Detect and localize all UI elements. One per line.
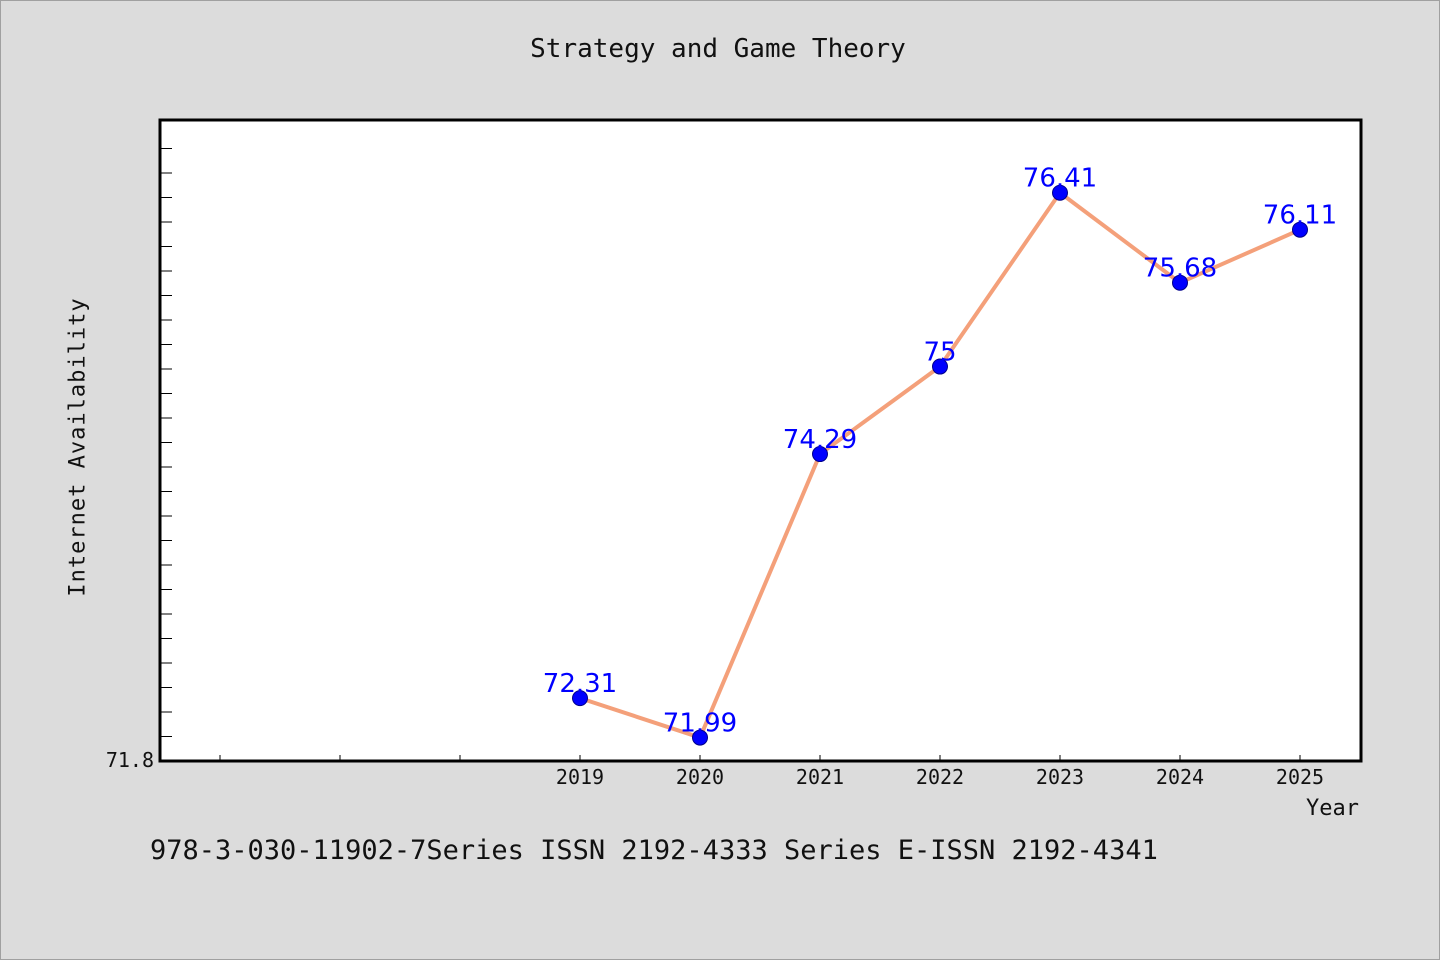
series-markers [572,184,1308,746]
data-label: 76.41 [1023,164,1097,194]
data-label: 74.29 [783,425,857,455]
plot-area [158,118,1363,763]
x-tick-label: 2019 [556,765,604,789]
y-tick-label: 71.8 [106,748,154,772]
x-tick-label: 2021 [796,765,844,789]
data-point-marker [692,729,708,746]
chart-title: Strategy and Game Theory [530,34,906,64]
x-tick-label: 2020 [676,765,724,789]
data-label: 75 [923,338,956,368]
x-tick-label: 2024 [1156,765,1204,789]
data-point-marker [932,358,948,375]
data-point-marker [1052,184,1068,201]
data-labels: 72.31 71.99 74.29 75 76.41 75.68 76.11 [543,164,1337,739]
data-label: 72.31 [543,669,617,699]
data-point-marker [1292,221,1308,238]
data-point-marker [812,446,828,463]
data-label: 71.99 [663,709,737,739]
x-tick-label: 2022 [916,765,964,789]
x-axis-ticks: 2019 2020 2021 2022 2023 2024 2025 [219,755,1324,789]
data-point-marker [572,690,588,707]
y-minor-ticks [160,148,172,737]
data-label: 76.11 [1263,201,1337,231]
x-axis-label: Year [1306,796,1359,821]
x-tick-label: 2023 [1036,765,1084,789]
data-point-marker [1172,274,1188,291]
data-label: 75.68 [1143,254,1217,284]
x-tick-label: 2025 [1276,765,1324,789]
footer-text: 978-3-030-11902-7Series ISSN 2192-4333 S… [150,835,1158,866]
